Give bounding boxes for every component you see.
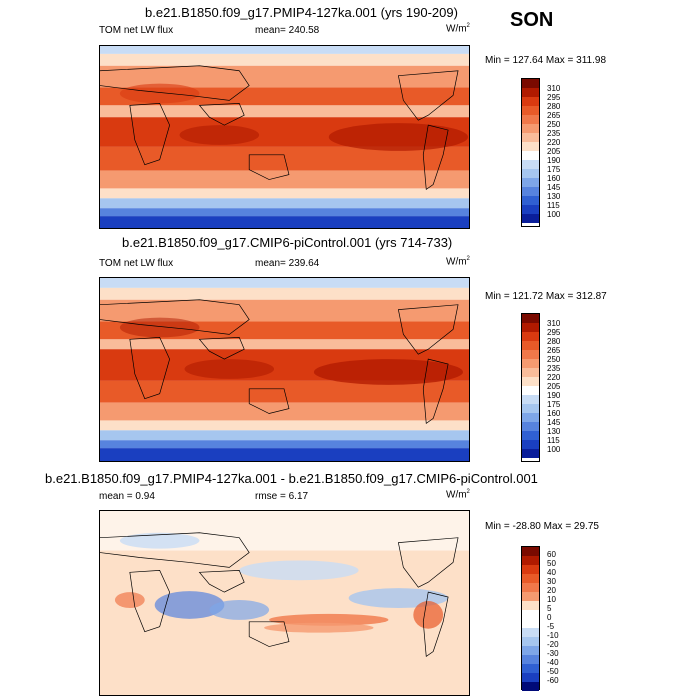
panel2-colorbar-label: 310 — [547, 319, 561, 328]
panel1-colorbar-label: 160 — [547, 174, 561, 183]
panel1-colorbar-label: 280 — [547, 102, 561, 111]
panel3-minmax-label: Min = -28.80 Max = 29.75 — [485, 521, 599, 532]
panel2-colorbar-label: 265 — [547, 346, 561, 355]
panel3-colorbar-label: -20 — [547, 640, 559, 649]
panel1-map — [99, 45, 470, 229]
panel3-colorbar-label: -5 — [547, 622, 555, 631]
panel1-title: b.e21.B1850.f09_g17.PMIP4-127ka.001 (yrs… — [145, 5, 458, 20]
panel2-colorbar-label: 235 — [547, 364, 561, 373]
panel3-mean-label: mean = 0.94 — [99, 491, 155, 502]
panel2-map — [99, 277, 470, 462]
panel2-variable-label: TOM net LW flux — [99, 258, 174, 269]
panel2-colorbar-label: 250 — [547, 355, 561, 364]
panel3-colorbar-label: 10 — [547, 595, 556, 604]
panel1-colorbar-label: 100 — [547, 210, 561, 219]
panel2-colorbar-label: 100 — [547, 445, 561, 454]
panel3-map — [99, 510, 470, 696]
panel1-colorbar-label: 205 — [547, 147, 561, 156]
panel2-colorbar-label: 280 — [547, 337, 561, 346]
panel2-mean-label: mean= 239.64 — [255, 258, 320, 269]
panel2-colorbar-label: 175 — [547, 400, 561, 409]
panel2-colorbar-label: 220 — [547, 373, 561, 382]
panel3-colorbar-label: 50 — [547, 559, 556, 568]
panel2-colorbar-label: 190 — [547, 391, 561, 400]
panel3-units-label: W/m2 — [446, 489, 470, 501]
panel3-colorbar — [521, 546, 540, 691]
panel3-rmse-label: rmse = 6.17 — [255, 491, 309, 502]
panel3-colorbar-label: 20 — [547, 586, 556, 595]
panel2-title: b.e21.B1850.f09_g17.CMIP6-piControl.001 … — [122, 235, 453, 250]
panel1-units-label: W/m2 — [446, 23, 470, 35]
panel3-colorbar-label: -50 — [547, 667, 559, 676]
panel2-units-label: W/m2 — [446, 256, 470, 268]
panel1-colorbar — [521, 78, 540, 227]
panel1-variable-label: TOM net LW flux — [99, 25, 174, 36]
panel2-colorbar-label: 115 — [547, 436, 560, 445]
season-label: SON — [510, 9, 554, 31]
panel3-colorbar-label: 30 — [547, 577, 556, 586]
panel2-colorbar-label: 205 — [547, 382, 561, 391]
panel2-colorbar-label: 145 — [547, 418, 561, 427]
panel1-colorbar-label: 295 — [547, 93, 561, 102]
panel1-colorbar-label: 310 — [547, 84, 561, 93]
panel1-mean-label: mean= 240.58 — [255, 25, 320, 36]
panel1-colorbar-label: 115 — [547, 201, 560, 210]
panel1-colorbar-label: 235 — [547, 129, 561, 138]
panel2-colorbar — [521, 313, 540, 462]
panel3-colorbar-label: -30 — [547, 649, 559, 658]
panel1-colorbar-label: 250 — [547, 120, 561, 129]
panel3-title: b.e21.B1850.f09_g17.PMIP4-127ka.001 - b.… — [45, 471, 538, 486]
panel1-colorbar-label: 130 — [547, 192, 561, 201]
panel3-colorbar-label: 5 — [547, 604, 552, 613]
panel3-colorbar-label: -60 — [547, 676, 559, 685]
panel1-colorbar-label: 220 — [547, 138, 561, 147]
panel1-colorbar-label: 190 — [547, 156, 561, 165]
panel2-colorbar-label: 130 — [547, 427, 561, 436]
panel3-colorbar-label: 60 — [547, 550, 556, 559]
panel3-colorbar-label: -10 — [547, 631, 559, 640]
panel2-colorbar-label: 295 — [547, 328, 561, 337]
panel2-colorbar-label: 160 — [547, 409, 561, 418]
panel1-colorbar-label: 175 — [547, 165, 561, 174]
panel1-minmax-label: Min = 127.64 Max = 311.98 — [485, 55, 607, 66]
panel3-colorbar-label: 40 — [547, 568, 556, 577]
panel3-colorbar-label: -40 — [547, 658, 559, 667]
panel1-colorbar-label: 145 — [547, 183, 561, 192]
panel3-colorbar-label: 0 — [547, 613, 552, 622]
panel2-minmax-label: Min = 121.72 Max = 312.87 — [485, 291, 607, 302]
panel1-colorbar-label: 265 — [547, 111, 561, 120]
